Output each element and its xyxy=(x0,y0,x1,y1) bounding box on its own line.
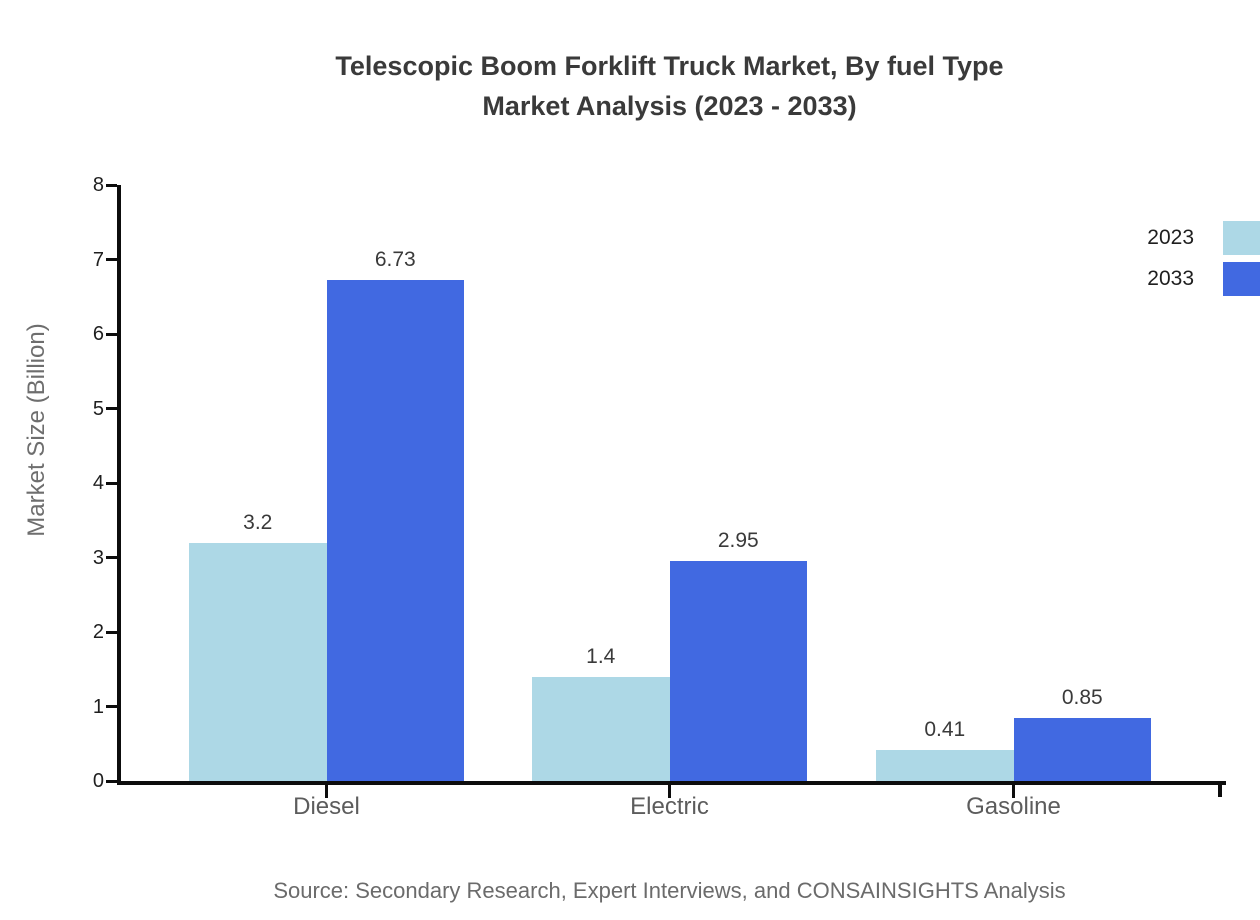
plot-area xyxy=(117,185,1226,785)
y-tick-label-8: 8 xyxy=(92,174,104,196)
bar-2033-diesel xyxy=(326,279,464,781)
x-tick-diesel xyxy=(325,785,328,798)
x-tick-gasoline xyxy=(1012,785,1015,798)
value-label-2023-electric: 1.4 xyxy=(586,644,616,668)
y-tick-4 xyxy=(106,481,117,485)
value-label-2033-diesel: 6.73 xyxy=(374,247,416,271)
legend-swatch-2023 xyxy=(1223,221,1260,255)
y-tick-label-7: 7 xyxy=(92,248,104,271)
y-tick-1 xyxy=(106,705,117,708)
bar-2023-gasoline xyxy=(876,750,1014,781)
chart-title-line1: Telescopic Boom Forklift Truck Market, B… xyxy=(335,51,1004,81)
bar-2033-electric xyxy=(669,561,807,781)
y-tick-label-4: 4 xyxy=(92,472,104,494)
x-category-label-electric: Electric xyxy=(630,793,709,820)
y-tick-label-6: 6 xyxy=(92,323,104,345)
legend-label-2023: 2023 xyxy=(1147,226,1194,249)
legend-swatch-2033 xyxy=(1223,262,1260,296)
y-tick-2 xyxy=(106,630,117,634)
value-label-2033-electric: 2.95 xyxy=(717,529,759,553)
y-tick-8 xyxy=(106,183,117,187)
x-category-label-diesel: Diesel xyxy=(293,793,360,820)
y-tick-label-3: 3 xyxy=(92,546,104,569)
value-label-2023-diesel: 3.2 xyxy=(243,510,273,534)
chart-title-line2: Market Analysis (2023 - 2033) xyxy=(482,91,857,121)
y-tick-7 xyxy=(106,258,117,261)
y-tick-6 xyxy=(106,332,117,336)
y-tick-0 xyxy=(106,779,117,783)
y-tick-5 xyxy=(106,407,117,410)
legend-label-2033: 2033 xyxy=(1147,267,1194,290)
x-tick-electric xyxy=(668,785,671,798)
y-tick-label-1: 1 xyxy=(92,695,104,718)
y-tick-3 xyxy=(106,556,117,559)
source-note: Source: Secondary Research, Expert Inter… xyxy=(273,878,1066,903)
bar-2033-gasoline xyxy=(1013,717,1151,781)
value-label-2023-gasoline: 0.41 xyxy=(924,718,966,742)
chart-title: Telescopic Boom Forklift Truck Market, B… xyxy=(117,46,1222,126)
x-category-label-gasoline: Gasoline xyxy=(966,793,1061,820)
y-tick-label-2: 2 xyxy=(92,621,104,643)
bar-2023-electric xyxy=(532,676,670,781)
y-tick-label-5: 5 xyxy=(92,397,104,420)
y-tick-label-0: 0 xyxy=(92,770,104,792)
bar-2023-diesel xyxy=(189,542,327,781)
x-axis-end-tick xyxy=(1218,785,1222,797)
value-label-2033-gasoline: 0.85 xyxy=(1061,685,1103,709)
